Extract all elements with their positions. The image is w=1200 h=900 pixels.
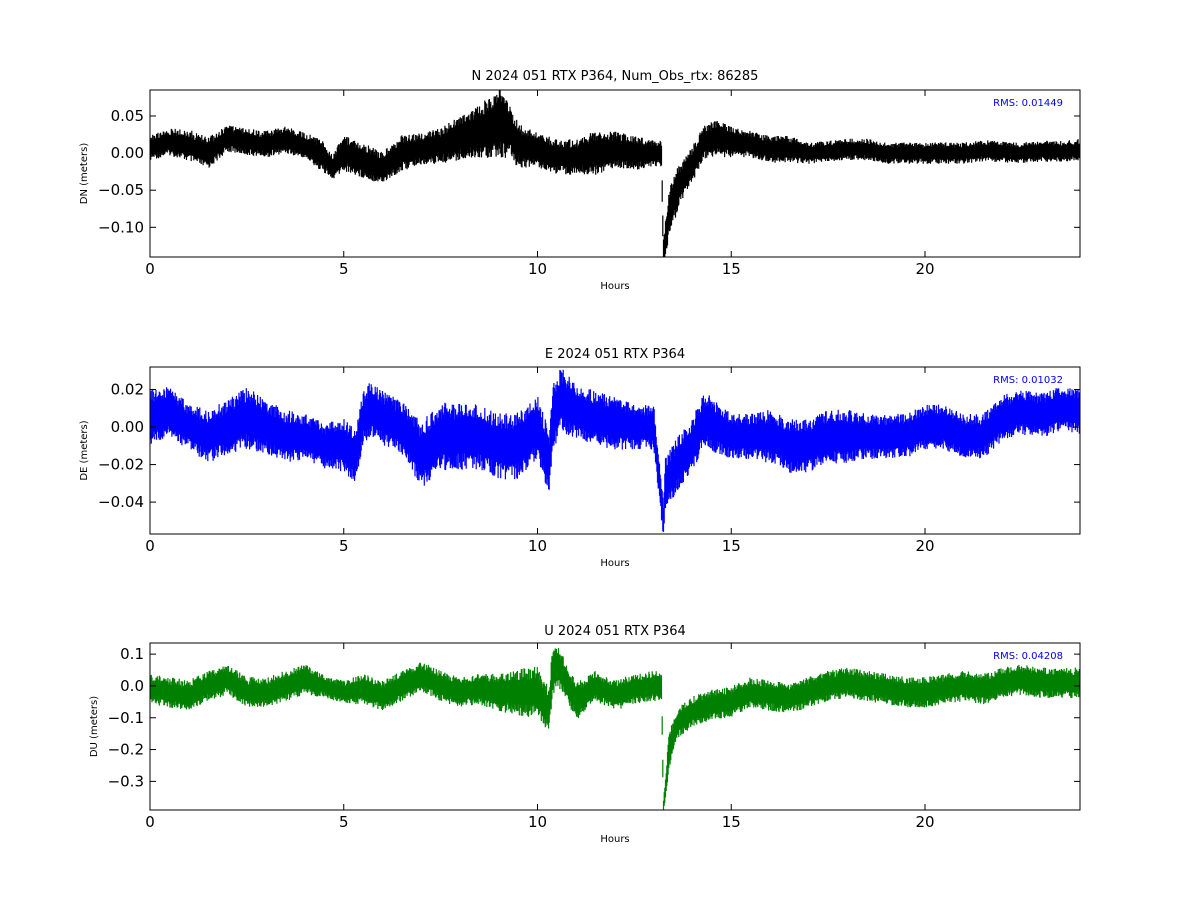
panel-east-ytick-label: 0.02 [111,381,144,399]
panel-north-ytick-label: −0.10 [98,218,144,236]
panel-up-ytick-label: 0.1 [120,645,144,663]
panel-north: N 2024 051 RTX P364, Num_Obs_rtx: 86285 … [79,69,1081,292]
panel-up-rms: RMS: 0.04208 [993,651,1063,662]
panel-east-data [150,369,1080,532]
panel-east-ytick-label: 0.00 [111,418,144,436]
panel-north-ytick-label: −0.05 [98,181,144,199]
panel-up-xlabel: Hours [600,834,629,845]
panel-east-xtick-label: 0 [145,537,155,555]
panel-east-xtick-label: 5 [339,537,349,555]
panel-east-xtick-label: 15 [722,537,741,555]
panel-north-ytick-label: 0.05 [111,107,144,125]
panel-north-xtick-label: 5 [339,260,349,278]
panel-north-xtick-label: 15 [722,260,741,278]
panel-east-rms: RMS: 0.01032 [993,375,1063,386]
panel-up-xtick-label: 10 [528,813,547,831]
panel-east-title: E 2024 051 RTX P364 [545,347,685,362]
panel-up-axes: 0 5 10 15 20 0.1 0.0 −0.1 −0.2 −0.3 [108,643,1080,831]
panel-east-ytick-label: −0.04 [98,493,144,511]
panel-east-xtick-label: 20 [915,537,934,555]
panel-north-frame [149,89,1081,258]
panel-up-ytick-label: −0.2 [108,741,144,759]
panel-north-series-0 [150,90,1080,257]
panel-east-series-0 [150,369,1080,532]
panel-up-xtick-label: 0 [145,813,155,831]
panel-east-axes: 0 5 10 15 20 0.02 0.00 −0.02 −0.04 [98,367,1080,555]
panel-east-xlabel: Hours [600,558,629,569]
panel-north-ylabel: DN (meters) [79,143,90,205]
panel-north-xlabel: Hours [600,281,629,292]
panel-up-xtick-label: 15 [722,813,741,831]
panel-up: U 2024 051 RTX P364 0 5 10 15 20 0.1 0.0 −0.1 −0… [89,624,1081,845]
panel-up-ytick-label: 0.0 [120,677,144,695]
panel-north-xtick-label: 10 [528,260,547,278]
panel-up-xtick-label: 5 [339,813,349,831]
panel-north-xtick-label: 20 [915,260,934,278]
panel-up-series-0 [150,648,1080,810]
panel-up-ylabel: DU (meters) [89,696,100,757]
panel-east-ylabel: DE (meters) [79,420,90,480]
panel-north-title: N 2024 051 RTX P364, Num_Obs_rtx: 86285 [472,69,759,84]
panel-north-rms: RMS: 0.01449 [993,98,1063,109]
panel-up-ytick-label: −0.1 [108,709,144,727]
panel-north-axes: 0 5 10 15 20 0.05 0.00 −0.05 −0.10 [98,90,1080,278]
panel-east: E 2024 051 RTX P364 0 5 10 15 20 0.02 0.00 −0.0… [79,347,1081,569]
panel-up-data [150,648,1080,810]
panel-up-ytick-label: −0.3 [108,772,144,790]
panel-north-data [150,90,1080,257]
panel-up-xtick-label: 20 [915,813,934,831]
panel-east-frame [149,366,1081,535]
panel-up-title: U 2024 051 RTX P364 [544,624,686,639]
panel-north-ytick-label: 0.00 [111,144,144,162]
panel-up-frame [149,642,1081,811]
panel-east-xtick-label: 10 [528,537,547,555]
panel-north-xtick-label: 0 [145,260,155,278]
panel-east-ytick-label: −0.02 [98,456,144,474]
